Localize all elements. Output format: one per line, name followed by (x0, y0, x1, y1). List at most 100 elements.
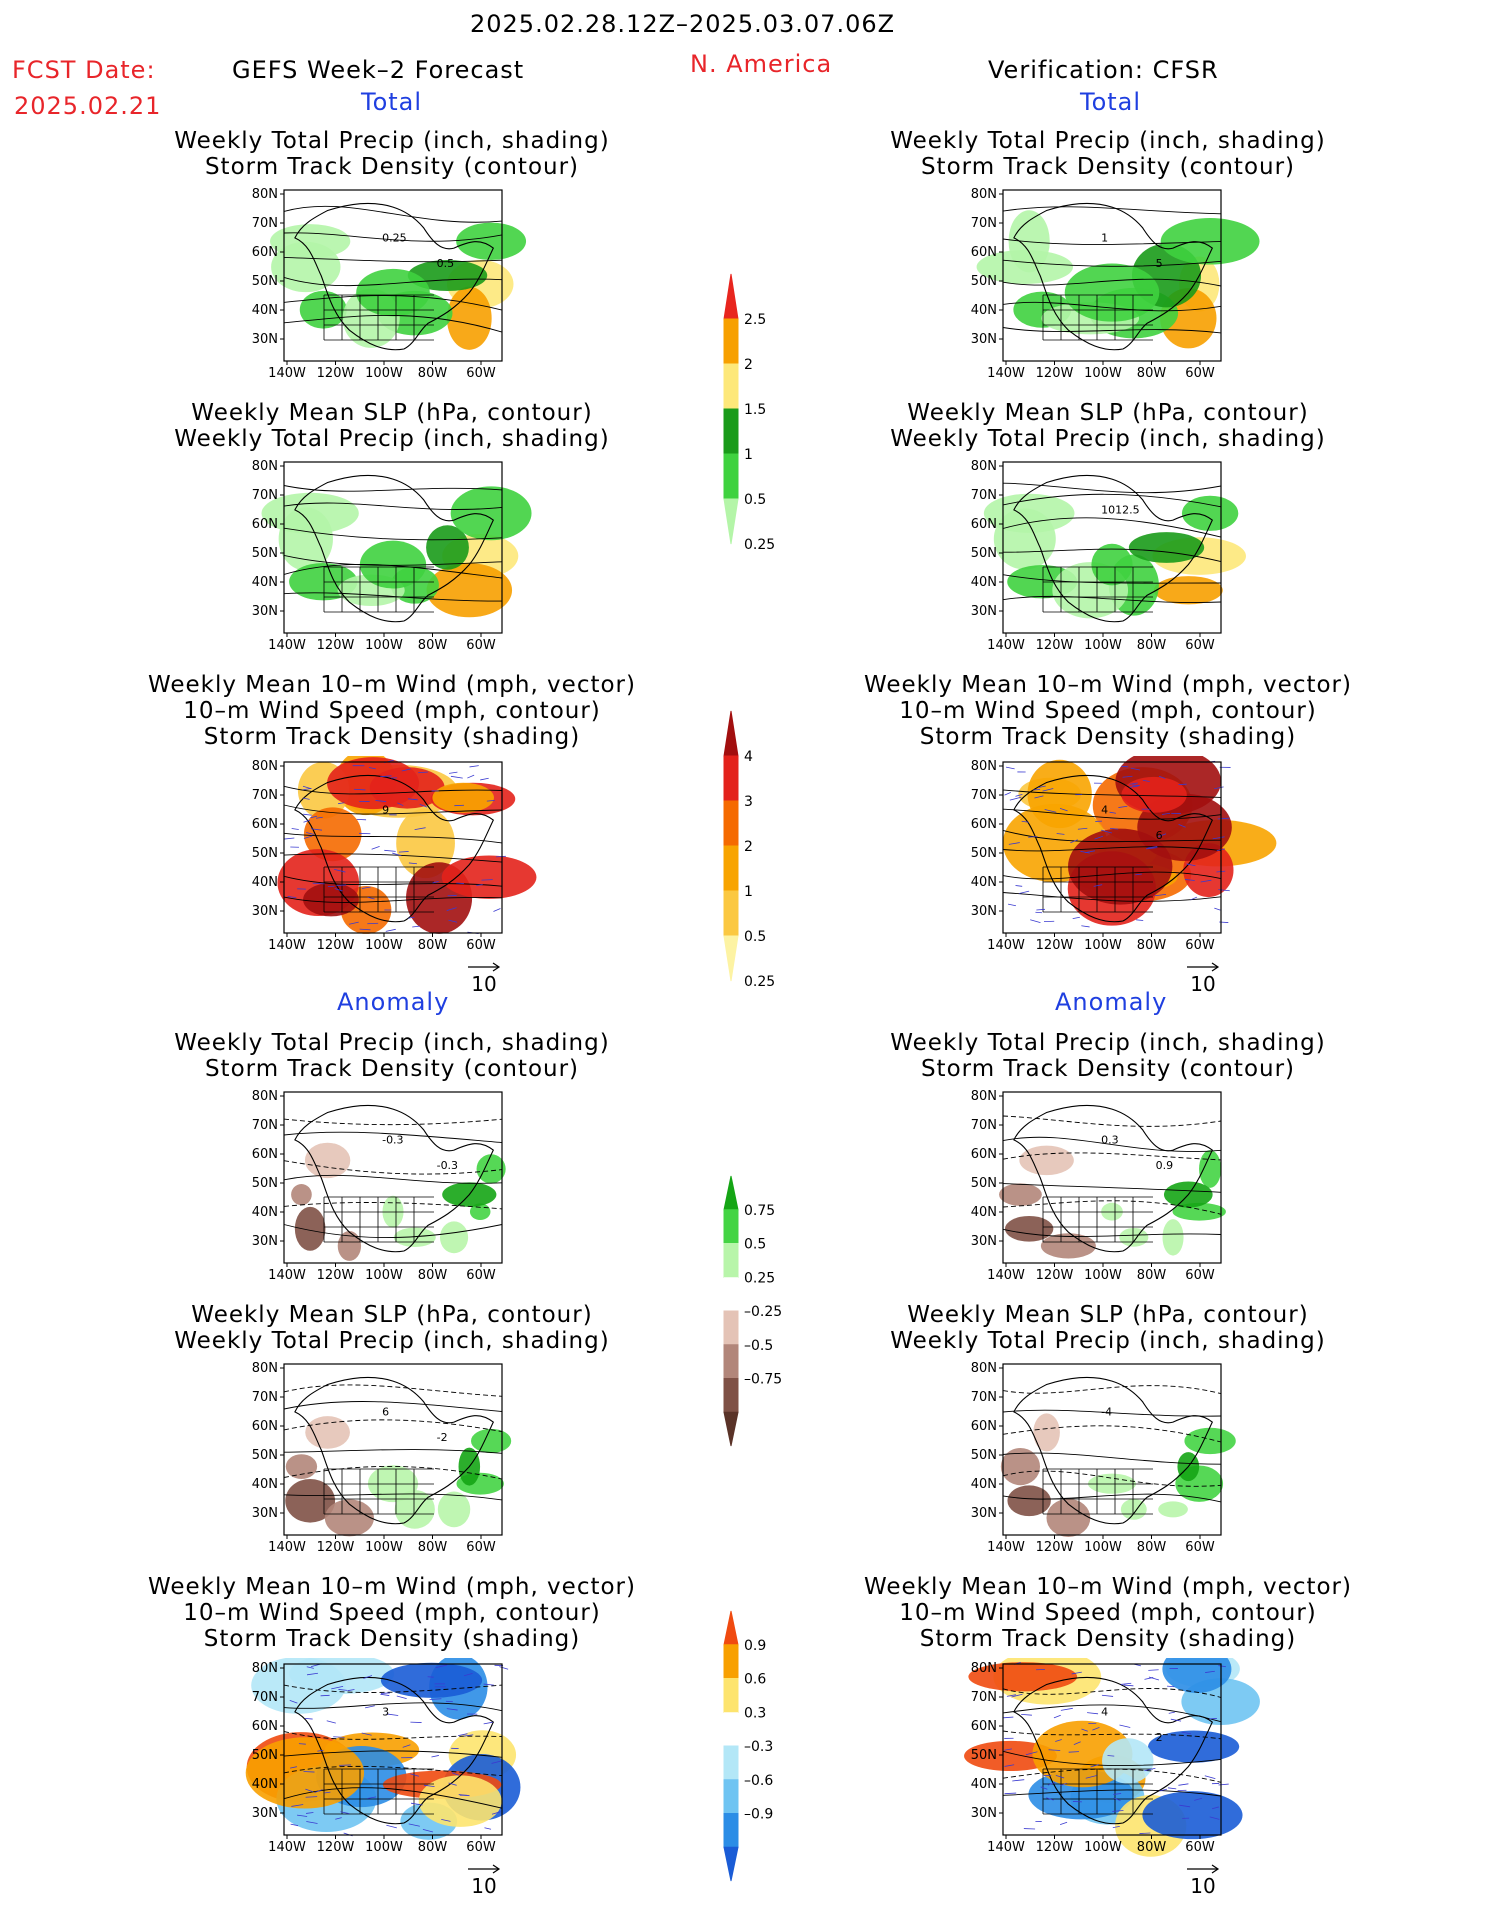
lon-tick-label: 80W (1137, 938, 1167, 953)
panel-title-line: Weekly Total Precip (inch, shading) (174, 128, 610, 154)
lon-tick-label: 120W (317, 366, 355, 381)
vector-reference-label: 10 (1190, 1874, 1215, 1898)
colorbar-segment (723, 1813, 739, 1848)
lon-tick-label: 80W (1137, 1268, 1167, 1283)
vector-reference-label: 10 (1190, 972, 1215, 996)
panel-title-line: Weekly Total Precip (inch, shading) (174, 1328, 610, 1354)
map-panel-fc-total-precip: 0.25 0.5 80N 70N 60N 50N 40N 30N 140W 120W 100W 80W… (252, 187, 527, 381)
lat-tick-label: 80N (252, 1661, 278, 1676)
lat-tick-label: 60N (252, 517, 278, 532)
lat-tick-label: 60N (971, 517, 997, 532)
lon-tick-label: 100W (1084, 638, 1122, 653)
panel-title-line: Weekly Total Precip (inch, shading) (890, 1030, 1326, 1056)
colorbar-segment (723, 845, 739, 892)
lat-tick-label: 30N (971, 1806, 997, 1821)
colorbar-segment (723, 1678, 739, 1713)
colorbar-label: 0.3 (744, 1705, 766, 1721)
colorbar-segment (724, 1712, 738, 1746)
lon-tick-label: 140W (268, 638, 306, 653)
panel-title-line: Weekly Mean SLP (hPa, contour) (191, 400, 593, 426)
lon-tick-label: 60W (466, 1840, 496, 1855)
lon-tick-label: 100W (365, 366, 403, 381)
colorbar-segment (723, 273, 739, 320)
lat-tick-label: 40N (971, 1477, 997, 1492)
lon-tick-label: 100W (365, 1840, 403, 1855)
lon-tick-label: 120W (1036, 938, 1074, 953)
lat-tick-label: 80N (252, 1361, 278, 1376)
lat-tick-label: 50N (252, 274, 278, 289)
colorbar-segment (723, 453, 739, 500)
lon-tick-label: 80W (418, 638, 448, 653)
lat-tick-label: 80N (252, 187, 278, 202)
lon-tick-label: 120W (1036, 1268, 1074, 1283)
lon-tick-label: 60W (1185, 366, 1215, 381)
colorbar-label: 4 (744, 749, 753, 765)
lon-tick-label: 60W (466, 938, 496, 953)
colorbar-label: 2 (744, 839, 753, 855)
vector-reference-label: 10 (471, 1874, 496, 1898)
colorbar-precip-anomaly: 0.75 0.5 0.25 –0.25 –0.5 –0.75 (723, 1175, 782, 1447)
colorbar-label: –0.25 (744, 1304, 782, 1320)
panel-title-line: Weekly Total Precip (inch, shading) (174, 426, 610, 452)
map-panel-fc-total-slp: 80N 70N 60N 50N 40N 30N 140W 120W 100W 80W 60W (252, 459, 532, 653)
lon-tick-label: 100W (1084, 1540, 1122, 1555)
colorbar-segment (723, 1779, 739, 1814)
colorbar-segment (723, 408, 739, 455)
colorbar-segment (723, 1175, 739, 1211)
lon-tick-label: 60W (466, 366, 496, 381)
colorbar-label: 0.9 (744, 1638, 766, 1654)
colorbar-label: 0.25 (744, 974, 775, 990)
lat-tick-label: 40N (252, 875, 278, 890)
colorbar-segment (723, 1644, 739, 1679)
lon-tick-label: 60W (1185, 638, 1215, 653)
lat-tick-label: 50N (252, 1748, 278, 1763)
lat-tick-label: 80N (971, 759, 997, 774)
vector-reference: 10 (1187, 1864, 1220, 1898)
colorbar-segment (723, 363, 739, 410)
lon-tick-label: 80W (418, 1268, 448, 1283)
panel-title-line: Weekly Mean SLP (hPa, contour) (907, 400, 1309, 426)
panel-title-line: Weekly Mean 10–m Wind (mph, vector) (863, 672, 1352, 698)
lon-tick-label: 100W (1084, 1840, 1122, 1855)
contour-label: 0.9 (1156, 1159, 1174, 1172)
lat-tick-label: 60N (252, 245, 278, 260)
panel-title-line: Storm Track Density (shading) (919, 724, 1297, 750)
colorbar-label: 0.5 (744, 929, 766, 945)
colorbar-label: 3 (744, 794, 753, 810)
colorbar-segment (723, 1378, 739, 1413)
map-panel-fc-anom-precip: -0.3 -0.3 80N 70N 60N 50N 40N 30N 140W 120W 100W 80… (252, 1089, 506, 1283)
lat-tick-label: 70N (971, 788, 997, 803)
contour-label: 3 (382, 1705, 389, 1718)
lat-tick-label: 60N (971, 817, 997, 832)
lat-tick-label: 30N (971, 1506, 997, 1521)
colorbar-label: –0.5 (744, 1338, 773, 1354)
section-anomaly-right: Anomaly (1055, 988, 1168, 1016)
map-panel-vf-anom-slp: -4 80N 70N 60N 50N 40N 30N 140W 120W 100W 80W 60W (971, 1361, 1236, 1555)
lon-tick-label: 80W (1137, 1840, 1167, 1855)
map-panel-vf-total-slp: 1012.5 80N 70N 60N 50N 40N 30N 140W 120W 100W 80W 6… (971, 459, 1246, 653)
lat-tick-label: 30N (252, 904, 278, 919)
colorbar-label: 2.5 (744, 312, 766, 328)
lat-tick-label: 30N (252, 604, 278, 619)
panel-title-line: Weekly Mean 10–m Wind (mph, vector) (147, 672, 636, 698)
lon-tick-label: 60W (1185, 1840, 1215, 1855)
lat-tick-label: 80N (252, 759, 278, 774)
colorbar-label: 1.5 (744, 402, 766, 418)
lat-tick-label: 80N (971, 459, 997, 474)
colorbar-label: 0.75 (744, 1203, 775, 1219)
vector-reference: 10 (468, 1864, 501, 1898)
lat-tick-label: 80N (252, 459, 278, 474)
colorbar-segment (723, 1243, 739, 1278)
contour-label: 5 (1156, 257, 1163, 270)
lon-tick-label: 60W (466, 638, 496, 653)
panel-title-line: Weekly Mean SLP (hPa, contour) (191, 1302, 593, 1328)
lon-tick-label: 80W (418, 1840, 448, 1855)
lon-tick-label: 80W (1137, 366, 1167, 381)
section-total-right: Total (1080, 88, 1142, 116)
lat-tick-label: 70N (971, 488, 997, 503)
lon-tick-label: 140W (987, 638, 1025, 653)
lat-tick-label: 40N (971, 875, 997, 890)
panel-title-line: Weekly Mean 10–m Wind (mph, vector) (147, 1574, 636, 1600)
colorbar-segment (723, 1610, 739, 1646)
panel-title-line: Storm Track Density (contour) (920, 154, 1296, 180)
